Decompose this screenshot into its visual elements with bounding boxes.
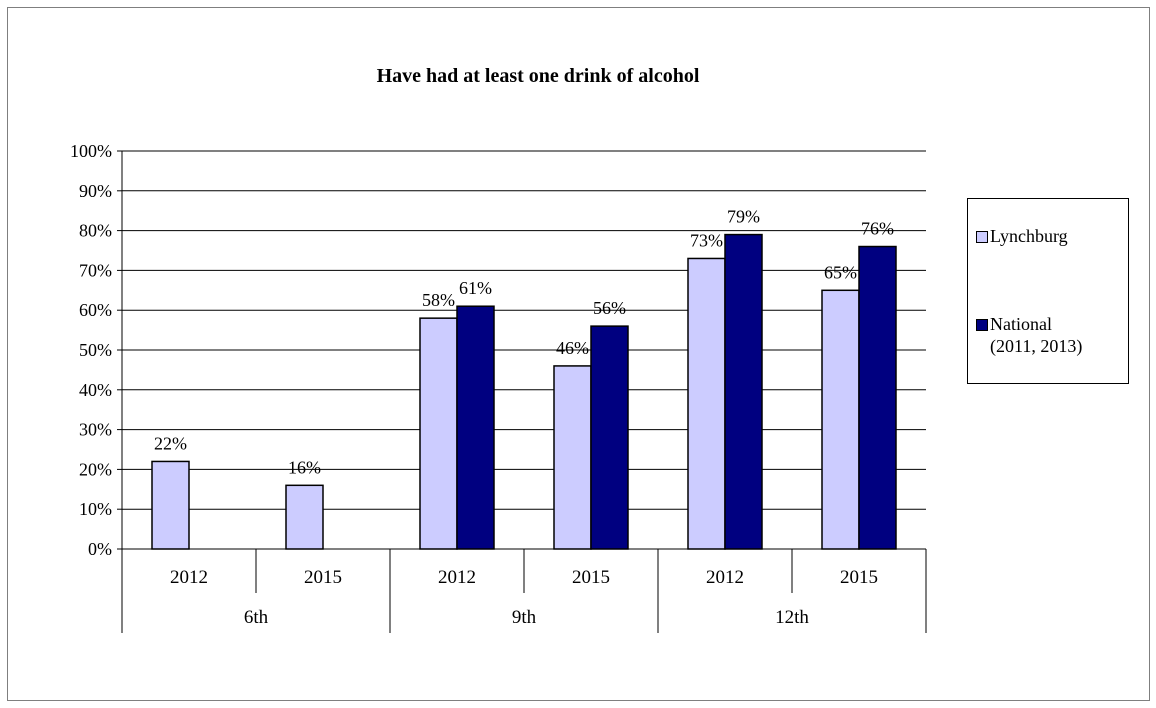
y-tick-label: 60% <box>79 300 112 320</box>
legend-swatch-lynchburg <box>976 231 988 243</box>
gridlines <box>122 150 926 550</box>
y-tick-label: 100% <box>70 141 112 161</box>
bar-lynchburg <box>151 460 190 550</box>
x-category-label: 2012 <box>438 567 476 588</box>
data-label: 61% <box>459 278 492 298</box>
y-tick-label: 40% <box>79 380 112 400</box>
bar-national <box>590 325 629 550</box>
data-label: 46% <box>556 338 589 358</box>
data-label: 65% <box>824 262 857 282</box>
bar-national <box>456 305 495 550</box>
bar-lynchburg <box>419 317 458 550</box>
x-category-label: 2012 <box>170 567 208 588</box>
chart-frame <box>7 7 1150 701</box>
y-tick-label: 20% <box>79 459 112 479</box>
bar-lynchburg <box>687 257 726 550</box>
data-label: 58% <box>422 290 455 310</box>
data-label: 56% <box>593 298 626 318</box>
x-group-label: 6th <box>244 607 269 628</box>
x-category-label: 2015 <box>572 567 610 588</box>
y-axis-ticks: 0% 10% 20% 30% 40% 50% 60% 70% 80% 90% 100% <box>70 141 123 559</box>
data-label: 22% <box>154 433 187 453</box>
data-label: 79% <box>727 207 760 227</box>
chart-title: Have had at least one drink of alcohol <box>377 65 700 87</box>
data-label: 76% <box>861 219 894 239</box>
y-tick-label: 0% <box>88 539 112 559</box>
x-category-label: 2012 <box>706 567 744 588</box>
y-tick-label: 50% <box>79 340 112 360</box>
x-category-label: 2015 <box>304 567 342 588</box>
y-tick-label: 70% <box>79 260 112 280</box>
legend-label-lynchburg: Lynchburg <box>990 226 1068 246</box>
legend-label-national: National (2011, 2013) <box>990 314 1083 356</box>
data-label: 73% <box>690 230 723 250</box>
x-group-label: 12th <box>775 607 809 628</box>
data-labels: 22% 16% 58%61% 46%56% 73%79% 65% 76% <box>154 207 894 478</box>
bar-lynchburg <box>821 289 860 550</box>
y-tick-label: 80% <box>79 221 112 241</box>
legend: Lynchburg National (2011, 2013) <box>967 198 1129 384</box>
bar-lynchburg <box>285 484 324 550</box>
bar-national <box>858 245 897 550</box>
x-group-label: 9th <box>512 607 537 628</box>
y-tick-label: 10% <box>79 499 112 519</box>
x-axis: 2012 2015 2012 2015 2012 2015 6th 9th 12th <box>121 548 927 633</box>
bar-national <box>724 233 763 550</box>
legend-swatch-national <box>976 319 988 331</box>
y-tick-label: 30% <box>79 420 112 440</box>
bar-lynchburg <box>553 365 592 550</box>
y-tick-label: 90% <box>79 181 112 201</box>
bars <box>151 233 897 550</box>
x-category-label: 2015 <box>840 567 878 588</box>
data-label: 16% <box>288 457 321 477</box>
